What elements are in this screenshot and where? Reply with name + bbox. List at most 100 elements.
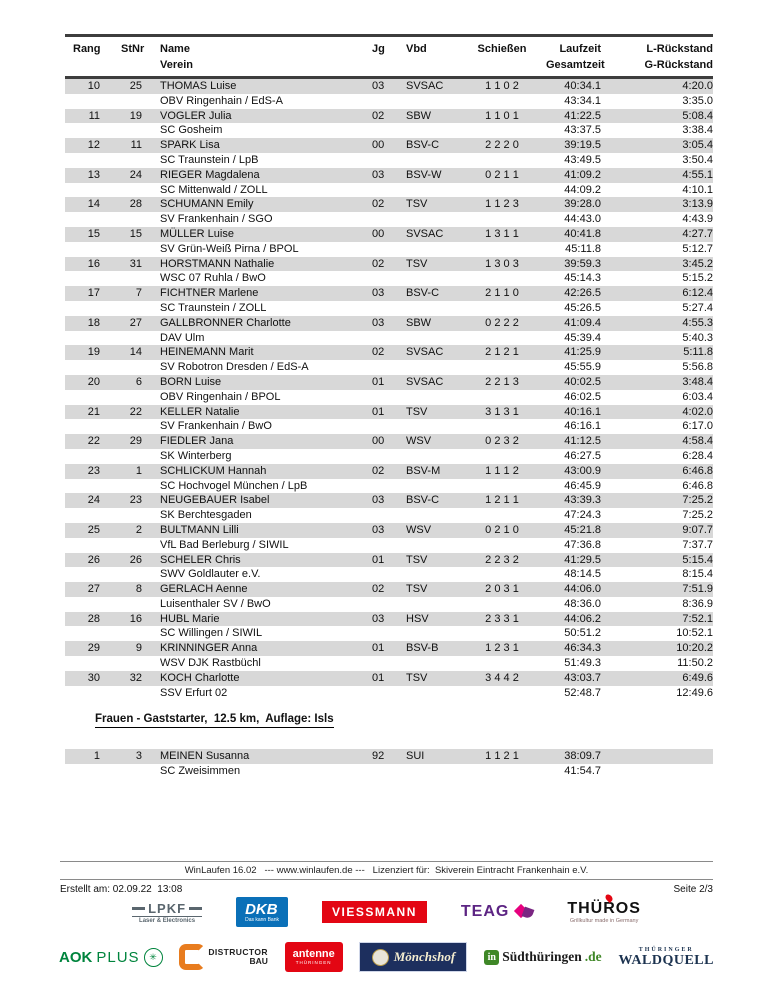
cell-gesamtzeit: 46:16.1 [564, 420, 601, 433]
cell-laufzeit: 41:22.5 [564, 109, 601, 122]
cell-gesamtzeit: 41:54.7 [564, 765, 601, 778]
cell-verein: SC Traunstein / LpB [160, 153, 259, 166]
cell-stnr: 9 [135, 642, 142, 655]
cell-laufzeit: 39:59.3 [564, 257, 601, 270]
cell-l-rueckstand [606, 749, 713, 764]
cell-l-rueckstand: 4:27.7 [682, 227, 713, 240]
cell-verein: SK Berchtesgaden [160, 509, 252, 522]
cell-gesamtzeit: 45:14.3 [564, 272, 601, 285]
cell-laufzeit: 41:25.9 [564, 346, 601, 359]
cell-jg: 01 [372, 375, 385, 388]
cell-stnr: 31 [129, 257, 142, 270]
cell-vbd: SBW [406, 316, 432, 329]
cell-l-rueckstand: 4:55.3 [682, 316, 713, 329]
cell-l-rueckstand: 6:46.8 [682, 464, 713, 477]
aok-plus-logo: AOK PLUS ✳ [59, 947, 163, 967]
cell-g-rueckstand: 5:12.7 [682, 242, 713, 255]
cell-jg: 02 [372, 109, 385, 122]
cell-rang: 25 [87, 523, 100, 536]
cell-l-rueckstand: 6:49.6 [682, 671, 713, 684]
table-row: 19 14 HEINEMANN Marit 02 SVSAC 2 1 2 1 4… [65, 345, 713, 375]
lpkf-subtitle: Laser & Electronics [132, 915, 203, 924]
cell-schiessen: 3 1 3 1 [485, 405, 519, 418]
cell-l-rueckstand: 7:25.2 [682, 494, 713, 507]
cell-schiessen: 0 2 2 2 [485, 316, 519, 329]
cell-laufzeit: 46:34.3 [564, 642, 601, 655]
cell-verein: WSC 07 Ruhla / BwO [160, 272, 266, 285]
cell-verein: DAV Ulm [160, 331, 205, 344]
cell-name: MÜLLER Luise [160, 227, 234, 240]
cell-gesamtzeit: 43:49.5 [564, 153, 601, 166]
cell-g-rueckstand: 12:49.6 [676, 686, 713, 699]
cell-laufzeit: 42:26.5 [564, 287, 601, 300]
cell-stnr: 6 [135, 375, 142, 388]
cell-verein: SV Robotron Dresden / EdS-A [160, 361, 309, 374]
cell-jg: 02 [372, 198, 385, 211]
cell-stnr: 14 [129, 346, 142, 359]
cell-vbd: BSV-C [406, 139, 440, 152]
cell-vbd: BSV-C [406, 287, 440, 300]
cell-rang: 26 [87, 553, 100, 566]
cell-rang: 29 [87, 642, 100, 655]
cell-schiessen: 3 4 4 2 [485, 671, 519, 684]
cell-name: RIEGER Magdalena [160, 168, 260, 181]
table-row: 12 11 SPARK Lisa 00 BSV-C 2 2 2 0 39:19.… [65, 138, 713, 168]
cell-jg: 01 [372, 642, 385, 655]
cell-stnr: 2 [135, 523, 142, 536]
cell-verein: SC Traunstein / ZOLL [160, 301, 267, 314]
cell-schiessen: 2 3 3 1 [485, 612, 519, 625]
cell-schiessen: 1 1 2 1 [485, 750, 519, 763]
cell-verein: SV Frankenhain / BwO [160, 420, 272, 433]
viessmann-logo: VIESSMANN [322, 901, 427, 923]
cell-g-rueckstand: 8:36.9 [682, 597, 713, 610]
cell-vbd: BSV-C [406, 494, 440, 507]
cell-gesamtzeit: 47:36.8 [564, 538, 601, 551]
cell-rang: 20 [87, 375, 100, 388]
page-footer: WinLaufen 16.02 --- www.winlaufen.de ---… [60, 861, 713, 895]
cell-vbd: TSV [406, 583, 428, 596]
antenne-thueringen-logo: antenne THÜRINGEN [284, 942, 343, 972]
cell-l-rueckstand: 5:08.4 [682, 109, 713, 122]
cell-verein: VfL Bad Berleburg / SIWIL [160, 538, 289, 551]
cell-gesamtzeit: 46:02.5 [564, 390, 601, 403]
cell-gesamtzeit: 50:51.2 [564, 627, 601, 640]
cell-gesamtzeit: 48:36.0 [564, 597, 601, 610]
cell-rang: 16 [87, 257, 100, 270]
cell-schiessen: 1 1 2 3 [485, 198, 519, 211]
col-g-rueckstand: G-Rückstand [644, 59, 713, 71]
cell-l-rueckstand: 5:11.8 [683, 346, 713, 359]
cell-stnr: 19 [129, 109, 142, 122]
cell-laufzeit: 44:06.0 [564, 583, 601, 596]
cell-l-rueckstand: 3:48.4 [682, 375, 713, 388]
cell-g-rueckstand: 5:56.8 [682, 361, 713, 374]
cell-verein: SK Winterberg [160, 449, 232, 462]
cell-name: HORSTMANN Nathalie [160, 257, 275, 270]
cell-rang: 27 [87, 583, 100, 596]
cell-rang: 18 [87, 316, 100, 329]
lpkf-logo: LPKF Laser & Electronics [132, 901, 203, 924]
cell-l-rueckstand: 10:20.2 [676, 642, 713, 655]
waldquell-logo: THÜRINGER WALDQUELL [618, 946, 714, 968]
cell-gesamtzeit: 46:27.5 [564, 449, 601, 462]
cell-g-rueckstand: 4:10.1 [682, 183, 713, 196]
cell-stnr: 11 [130, 139, 142, 152]
col-name: Name [160, 43, 190, 55]
insued-in-badge-icon: in [484, 949, 500, 965]
cell-stnr: 3 [135, 750, 142, 763]
table-header: Rang StNr Name Jg Vbd Schießen Laufzeit … [65, 37, 713, 76]
cell-name: FIEDLER Jana [160, 435, 234, 448]
cell-stnr: 29 [129, 435, 142, 448]
cell-rang: 15 [87, 227, 100, 240]
cell-rang: 23 [87, 464, 100, 477]
cell-schiessen: 1 1 0 1 [485, 109, 519, 122]
cell-gesamtzeit: 44:43.0 [564, 213, 601, 226]
cell-rang: 21 [87, 405, 100, 418]
cell-schiessen: 2 1 1 0 [485, 287, 519, 300]
cell-vbd: SVSAC [406, 227, 444, 240]
created-timestamp: Erstellt am: 02.09.22 13:08 [60, 884, 183, 895]
cell-g-rueckstand [606, 764, 713, 779]
cell-jg: 03 [372, 287, 385, 300]
cell-name: BULTMANN Lilli [160, 523, 239, 536]
cell-l-rueckstand: 4:58.4 [682, 435, 713, 448]
cell-rang: 11 [88, 109, 100, 122]
